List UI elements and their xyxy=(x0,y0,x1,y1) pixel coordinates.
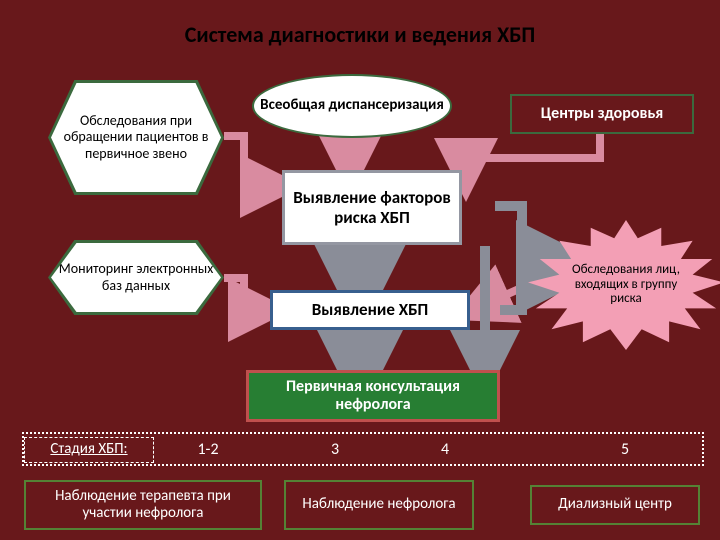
node-stage_4: 4 xyxy=(430,438,460,462)
node-stage_5-label: 5 xyxy=(621,441,629,459)
node-rect_consult-label: Первичная консультация нефролога xyxy=(255,378,491,415)
node-stage_3-label: 3 xyxy=(331,441,339,459)
node-hex2: Мониторинг электронных баз данных xyxy=(48,240,224,315)
node-stage_12: 1-2 xyxy=(188,438,228,462)
node-rect_detect: Выявление ХБП xyxy=(270,290,470,330)
node-bottom2: Наблюдение нефролога xyxy=(284,480,474,530)
node-hex1: Обследования при обращении пациентов в п… xyxy=(48,80,224,195)
node-hex1-inner: Обследования при обращении пациентов в п… xyxy=(51,83,221,192)
node-bottom3: Диализный центр xyxy=(530,485,700,525)
node-ellipse1-label: Всеобщая диспансеризация xyxy=(260,97,444,114)
node-bottom1-label: Наблюдение терапевта при участии нефроло… xyxy=(32,488,254,523)
title-text: Система диагностики и ведения ХБП xyxy=(185,22,536,47)
node-starburst-label: Обследования лиц, входящих в группу риск… xyxy=(534,263,718,308)
node-bottom1: Наблюдение терапевта при участии нефроло… xyxy=(24,480,262,530)
node-hex2-inner: Мониторинг электронных баз данных xyxy=(51,243,221,312)
node-rect_risk-label: Выявление факторов риска ХБП xyxy=(291,188,453,227)
node-stage_3: 3 xyxy=(320,438,350,462)
node-rect_risk: Выявление факторов риска ХБП xyxy=(282,170,462,245)
node-stage_4-label: 4 xyxy=(441,441,449,459)
node-hex1-label: Обследования при обращении пациентов в п… xyxy=(57,113,215,161)
node-hex2-label: Мониторинг электронных баз данных xyxy=(57,261,215,293)
node-bottom3-label: Диализный центр xyxy=(558,496,672,513)
node-rect_consult: Первичная консультация нефролога xyxy=(246,370,500,422)
page-title: Система диагностики и ведения ХБП xyxy=(0,18,720,51)
node-stage_label: Стадия ХБП: xyxy=(24,437,154,463)
node-rect_detect-label: Выявление ХБП xyxy=(312,300,429,320)
node-stage_5: 5 xyxy=(610,438,640,462)
node-ellipse1: Всеобщая диспансеризация xyxy=(252,74,452,138)
node-bottom2-label: Наблюдение нефролога xyxy=(302,496,455,513)
node-stage_12-label: 1-2 xyxy=(197,441,218,459)
node-stage_label-label: Стадия ХБП: xyxy=(50,441,127,458)
node-rect_health: Центры здоровья xyxy=(510,94,694,134)
node-rect_health-label: Центры здоровья xyxy=(541,105,664,123)
